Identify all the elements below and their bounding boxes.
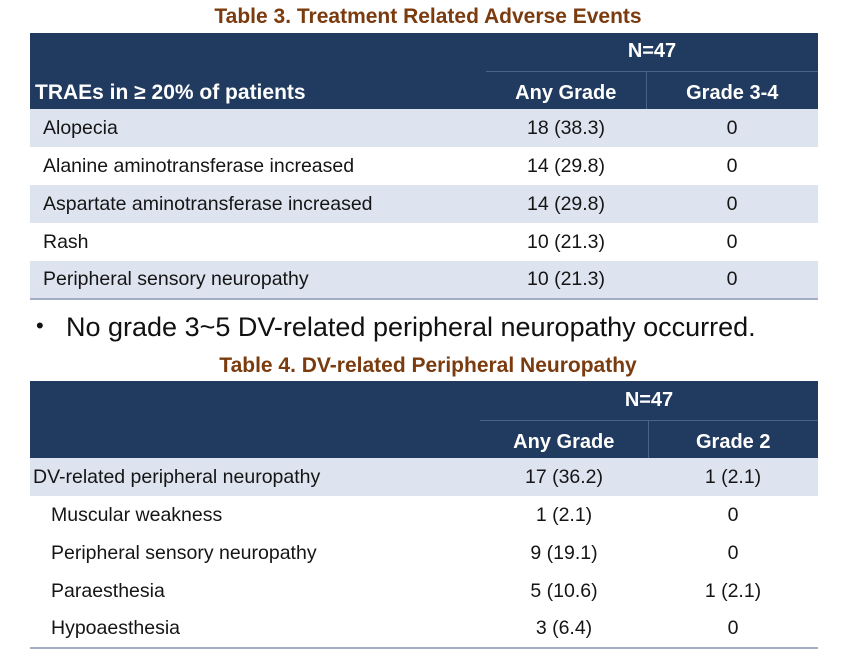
bullet-note-text: No grade 3~5 DV-related peripheral neuro… (66, 312, 756, 342)
grade-value: 1 (2.1) (704, 579, 762, 602)
grade-value: 0 (646, 109, 818, 147)
grade-value: 1 (2.1) (648, 458, 818, 496)
any-grade-value: 10 (21.3) (526, 230, 606, 253)
table4-caption: Table 4. DV-related Peripheral Neuropath… (219, 354, 637, 377)
grade-value: 0 (726, 154, 738, 177)
table-row: Alopecia 18 (38.3) 0 (30, 109, 818, 147)
any-grade-value: 18 (38.3) (486, 109, 646, 147)
any-grade-value: 5 (10.6) (530, 579, 598, 602)
adverse-events-table: TRAEs in ≥ 20% of patients N=47 Any Grad… (30, 33, 818, 300)
row-label: Aspartate aminotransferase increased (30, 185, 486, 223)
row-label: Peripheral sensory neuropathy (30, 261, 486, 300)
table4-col-grade: Grade 2 (647, 420, 818, 458)
table-row: Aspartate aminotransferase increased 14 … (30, 185, 818, 223)
table-row: Peripheral sensory neuropathy 9 (19.1) 0 (30, 534, 818, 572)
table-row: Paraesthesia 5 (10.6) 1 (2.1) (30, 572, 818, 610)
table-row: Hypoaesthesia 3 (6.4) 0 (30, 610, 818, 649)
any-grade-value: 14 (29.8) (526, 154, 606, 177)
grade-value: 0 (726, 230, 738, 253)
table4-group-header: N=47 (480, 381, 818, 421)
table-row: Rash 10 (21.3) 0 (30, 223, 818, 261)
peripheral-neuropathy-table: N=47 Any Grade Grade 2 DV-related periph… (30, 381, 818, 649)
table3-group-header: N=47 (486, 33, 818, 72)
table-row: DV-related peripheral neuropathy 17 (36.… (30, 458, 818, 496)
table-row: Alanine aminotransferase increased 14 (2… (30, 147, 818, 185)
table-row: Muscular weakness 1 (2.1) 0 (30, 496, 818, 534)
table4-header-row-columns: Any Grade Grade 2 (30, 420, 818, 458)
row-label: Rash (43, 230, 89, 253)
table4-col-any-grade: Any Grade (480, 420, 648, 458)
bullet-icon: • (36, 313, 44, 338)
row-label: Muscular weakness (51, 503, 223, 526)
grade-value: 0 (646, 261, 818, 300)
table4-header-row-group: N=47 (30, 381, 818, 458)
row-label: Hypoaesthesia (30, 610, 480, 649)
bullet-note: • No grade 3~5 DV-related peripheral neur… (36, 312, 756, 343)
any-grade-value: 9 (19.1) (530, 541, 598, 564)
table4-corner-header (30, 381, 480, 458)
any-grade-value: 10 (21.3) (486, 261, 646, 300)
table3-caption: Table 3. Treatment Related Adverse Event… (214, 5, 642, 28)
row-label: Alopecia (30, 109, 486, 147)
table3-corner-header: TRAEs in ≥ 20% of patients (30, 33, 486, 109)
table-row: Peripheral sensory neuropathy 10 (21.3) … (30, 261, 818, 300)
any-grade-value: 1 (2.1) (535, 503, 593, 526)
any-grade-value: 14 (29.8) (486, 185, 646, 223)
table3-header-row-columns: Any Grade Grade 3-4 (30, 71, 818, 109)
grade-value: 0 (727, 541, 739, 564)
table3-header-row-group: TRAEs in ≥ 20% of patients N=47 (30, 33, 818, 109)
row-label: Alanine aminotransferase increased (43, 154, 355, 177)
grade-value: 0 (727, 503, 739, 526)
grade-value: 0 (648, 610, 818, 649)
any-grade-value: 17 (36.2) (480, 458, 648, 496)
row-label: Peripheral sensory neuropathy (51, 541, 317, 564)
row-label: Paraesthesia (51, 579, 165, 602)
row-label: DV-related peripheral neuropathy (30, 458, 480, 496)
table3-col-grade: Grade 3-4 (645, 71, 818, 109)
grade-value: 0 (646, 185, 818, 223)
any-grade-value: 3 (6.4) (480, 610, 648, 649)
table3-col-any-grade: Any Grade (486, 71, 646, 109)
